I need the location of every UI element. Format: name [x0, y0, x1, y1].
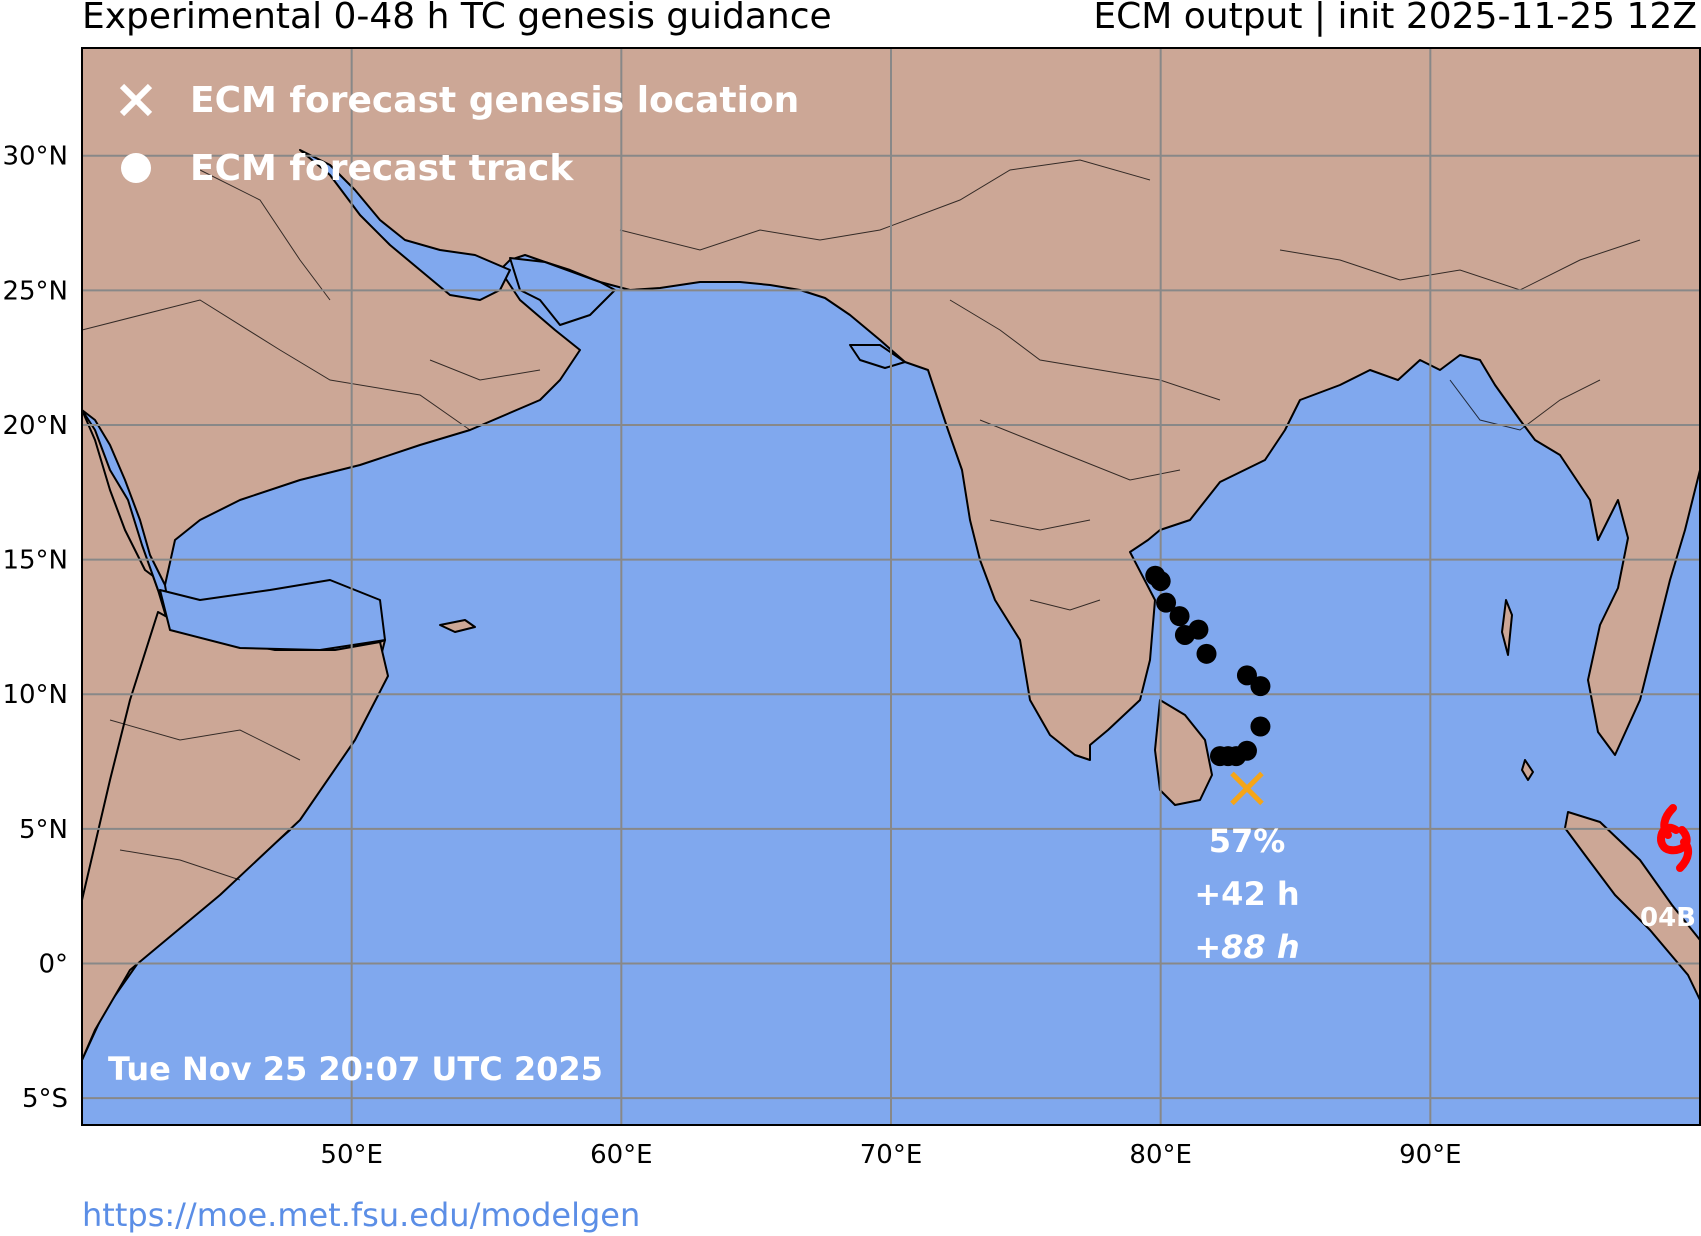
gulf-of-oman: [509, 257, 616, 326]
track-point: [1150, 571, 1171, 592]
forecast-track: [1145, 565, 1271, 767]
land-layer: [82, 48, 1700, 1061]
y-tick-label: 30°N: [2, 142, 68, 172]
y-tick-label: 15°N: [2, 546, 68, 576]
track-point: [1156, 592, 1177, 613]
gulf-of-aden: [159, 579, 386, 651]
track-point: [1250, 716, 1271, 737]
y-tick-label: 10°N: [2, 680, 68, 710]
x-tick-label: 50°E: [320, 1140, 383, 1170]
land-andaman: [1501, 599, 1513, 656]
genesis-track-length: +88 h: [1194, 928, 1299, 966]
y-tick-label: 0°: [38, 949, 68, 979]
legend: ECM forecast genesis location ECM foreca…: [119, 80, 799, 189]
land-arabia-asia: [82, 48, 1700, 761]
track-point: [1196, 643, 1217, 664]
land-nicobar: [1521, 759, 1534, 781]
track-point: [1169, 606, 1190, 627]
tropical-cyclone-icon: [1657, 804, 1693, 872]
legend-track-label: ECM forecast track: [190, 148, 574, 189]
storm-name: 04B: [1640, 903, 1696, 933]
y-axis-labels: 30°N 25°N 20°N 15°N 10°N 5°N 0° 5°S: [2, 142, 68, 1114]
y-tick-label: 25°N: [2, 276, 68, 306]
x-axis-labels: 50°E 60°E 70°E 80°E 90°E: [320, 1140, 1461, 1170]
genesis-lead-time: +42 h: [1194, 875, 1299, 913]
chart-title: Experimental 0-48 h TC genesis guidance: [82, 0, 832, 37]
genesis-x-stroke: [1230, 771, 1264, 806]
land-sumatra: [1564, 811, 1700, 1001]
track-point: [1236, 665, 1257, 686]
track-point: [1209, 746, 1230, 767]
internal-borders: [82, 159, 1641, 881]
model-init-label: ECM output | init 2025-11-25 12Z: [1093, 0, 1697, 37]
x-tick-label: 90°E: [1399, 1140, 1462, 1170]
legend-dot-icon: [121, 153, 151, 183]
x-tick-label: 70°E: [860, 1140, 923, 1170]
track-point: [1188, 619, 1209, 640]
y-tick-label: 5°S: [22, 1084, 68, 1114]
legend-x-icon: [119, 83, 153, 117]
graticule: [82, 48, 1700, 1125]
genesis-x-marker: [1230, 771, 1264, 806]
x-tick-label: 60°E: [590, 1140, 653, 1170]
land-socotra: [439, 619, 476, 633]
timestamp: Tue Nov 25 20:07 UTC 2025: [108, 1050, 603, 1088]
y-tick-label: 5°N: [19, 815, 68, 845]
credit-link[interactable]: https://moe.met.fsu.edu/modelgen: [82, 1196, 641, 1234]
legend-genesis-label: ECM forecast genesis location: [190, 80, 799, 121]
map-frame: [81, 47, 1701, 1126]
x-tick-label: 80°E: [1129, 1140, 1192, 1170]
y-tick-label: 20°N: [2, 411, 68, 441]
genesis-probability: 57%: [1209, 822, 1286, 860]
track-point: [1250, 676, 1271, 697]
land-sri-lanka: [1154, 699, 1213, 806]
